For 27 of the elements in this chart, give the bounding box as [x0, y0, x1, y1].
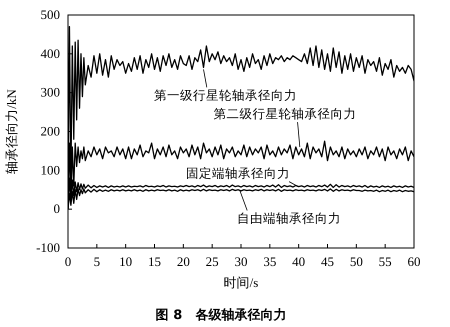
x-tick-label: 25: [206, 254, 219, 269]
x-tick-label: 30: [234, 254, 248, 269]
x-tick-label: 40: [292, 254, 306, 269]
x-tick-label: 15: [148, 254, 161, 269]
x-tick-label: 5: [94, 254, 100, 269]
annotation: 自由端轴承径向力: [236, 210, 341, 226]
y-tick-label: 100: [40, 162, 60, 178]
y-tick-label: 400: [40, 46, 60, 61]
x-tick-label: 20: [176, 254, 190, 269]
annotation: 第一级行星轮轴承径向力: [154, 87, 298, 102]
y-tick-label: 0: [54, 201, 60, 216]
x-tick-label: 55: [378, 254, 392, 269]
y-tick-label: -100: [36, 240, 60, 255]
x-tick-label: 50: [350, 254, 363, 269]
annotation: 固定端轴承径向力: [186, 166, 290, 181]
x-tick-label: 45: [321, 254, 334, 269]
y-tick-label: 300: [40, 84, 60, 100]
x-tick-label: 60: [408, 254, 420, 269]
y-axis-title: 轴承径向力/kN: [4, 88, 19, 174]
x-tick-label: 35: [263, 254, 276, 269]
x-axis-title: 时间/s: [224, 275, 258, 290]
annotation: 第二级行星轮轴承径向力: [213, 106, 356, 122]
y-tick-label: 500: [40, 7, 60, 22]
y-tick-label: 200: [40, 124, 60, 138]
text: 图 8 各级轴承径向力: [156, 308, 286, 323]
x-tick-label: 10: [119, 254, 132, 269]
x-tick-label: 0: [64, 254, 72, 269]
